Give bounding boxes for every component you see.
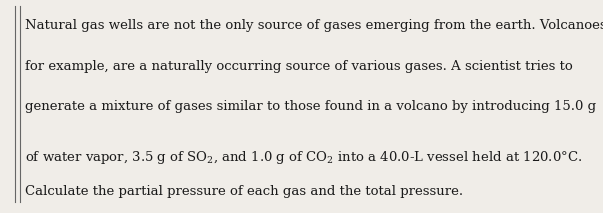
Text: generate a mixture of gases similar to those found in a volcano by introducing 1: generate a mixture of gases similar to t…	[25, 100, 596, 113]
Text: for example, are a naturally occurring source of various gases. A scientist trie: for example, are a naturally occurring s…	[25, 60, 573, 73]
Text: Calculate the partial pressure of each gas and the total pressure.: Calculate the partial pressure of each g…	[25, 185, 464, 198]
Text: Natural gas wells are not the only source of gases emerging from the earth. Volc: Natural gas wells are not the only sourc…	[25, 19, 603, 32]
Text: of water vapor, 3.5 g of $\mathregular{SO_2}$, and 1.0 g of $\mathregular{CO_2}$: of water vapor, 3.5 g of $\mathregular{S…	[25, 149, 582, 166]
